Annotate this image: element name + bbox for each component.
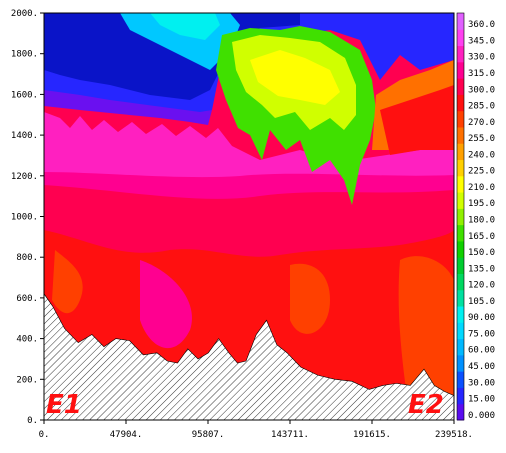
colorbar-swatch: [457, 273, 464, 291]
colorbar-swatch: [457, 354, 464, 372]
colorbar-label: 0.000: [468, 411, 495, 421]
colorbar-swatch: [457, 371, 464, 388]
colorbar-swatch: [457, 61, 464, 79]
y-tick-label: 1800.: [11, 50, 38, 60]
colorbar-swatch: [457, 159, 464, 177]
colorbar-label: 270.0: [468, 118, 495, 128]
colorbar-swatch: [457, 110, 464, 128]
x-tick-label: 47904.: [110, 430, 143, 440]
y-tick-label: 1400.: [11, 131, 38, 141]
colorbar-swatch: [457, 338, 464, 356]
colorbar-swatch: [457, 13, 464, 30]
colorbar-swatch: [457, 387, 464, 405]
colorbar-label: 30.00: [468, 378, 495, 388]
patch-orange-2: [290, 263, 330, 334]
colorbar-label: 15.00: [468, 395, 495, 405]
colorbar-swatch: [457, 322, 464, 340]
colorbar-label: 255.0: [468, 134, 495, 144]
x-tick-label: 95807.: [192, 430, 225, 440]
colorbar-swatch: [457, 224, 464, 242]
layer-violet-edge: [44, 90, 212, 125]
y-axis: 0. 200. 400. 600. 800. 1000. 1200. 1400. 1600. 18…: [11, 9, 44, 426]
colorbar-swatch: [457, 192, 464, 209]
y-tick-label: 1000.: [11, 213, 38, 223]
colorbar-label: 150.0: [468, 248, 495, 258]
colorbar-swatch: [457, 45, 464, 63]
colorbar-label: 60.00: [468, 346, 495, 356]
colorbar-label: 315.0: [468, 69, 495, 79]
colorbar-frame: [456, 12, 465, 421]
colorbar-label: 240.0: [468, 150, 495, 160]
colorbar-swatch: [457, 289, 464, 307]
colorbar-label: 90.00: [468, 313, 495, 323]
patch-orange-3: [398, 256, 454, 420]
colorbar-swatch: [457, 29, 464, 47]
colorbar-swatch: [457, 94, 464, 112]
colorbar-label: 135.0: [468, 264, 495, 274]
annotation-e1: E1: [46, 390, 82, 420]
colorbar-label: 285.0: [468, 102, 495, 112]
y-tick-label: 2000.: [11, 9, 38, 19]
contour-field: [44, 13, 454, 420]
colorbar-swatch: [457, 240, 464, 258]
colorbar-label: 345.0: [468, 36, 495, 46]
colorbar-label: 300.0: [468, 85, 495, 95]
colorbar-swatch: [457, 208, 464, 226]
colorbar-swatch: [457, 126, 464, 144]
plume-yellow-core: [250, 50, 340, 105]
x-axis: 0. 47904. 95807. 143711. 191615. 239518.: [39, 420, 473, 440]
colorbar-label: 180.0: [468, 216, 495, 226]
colorbar-label: 165.0: [468, 232, 495, 242]
colorbar-swatch: [457, 143, 464, 161]
patch-cyan-2: [150, 13, 220, 40]
y-tick-label: 0.: [27, 416, 38, 426]
colorbar-label: 210.0: [468, 183, 495, 193]
colorbar-label: 330.0: [468, 53, 495, 63]
x-tick-label: 239518.: [435, 430, 473, 440]
y-tick-label: 1600.: [11, 90, 38, 100]
colorbar-swatch: [457, 175, 464, 193]
colorbar-label: 75.00: [468, 329, 495, 339]
colorbar-swatch: [457, 306, 464, 323]
patch-orange-1: [52, 250, 83, 314]
x-tick-label: 143711.: [271, 430, 309, 440]
plume-red-right: [380, 85, 454, 155]
y-tick-label: 200.: [16, 375, 38, 385]
colorbar-swatch: [457, 78, 464, 95]
colorbar-label: 195.0: [468, 199, 495, 209]
y-tick-label: 800.: [16, 253, 38, 263]
x-tick-label: 0.: [39, 430, 50, 440]
colorbar-label: 45.00: [468, 362, 495, 372]
x-tick-label: 191615.: [353, 430, 391, 440]
colorbar-label: 105.0: [468, 297, 495, 307]
colorbar: 0.000 15.00 30.00 45.00 60.00 75.00 90.00 105.0…: [456, 12, 495, 421]
y-tick-label: 400.: [16, 335, 38, 345]
y-tick-label: 600.: [16, 294, 38, 304]
colorbar-swatch: [457, 403, 464, 421]
colorbar-label: 360.0: [468, 20, 495, 30]
colorbar-label: 225.0: [468, 167, 495, 177]
patch-pink-low: [140, 260, 192, 349]
colorbar-swatch: [457, 257, 464, 274]
annotation-e2: E2: [408, 390, 444, 420]
y-tick-label: 1200.: [11, 172, 38, 182]
colorbar-label: 120.0: [468, 281, 495, 291]
terrain-hatch-pattern: [44, 293, 454, 420]
